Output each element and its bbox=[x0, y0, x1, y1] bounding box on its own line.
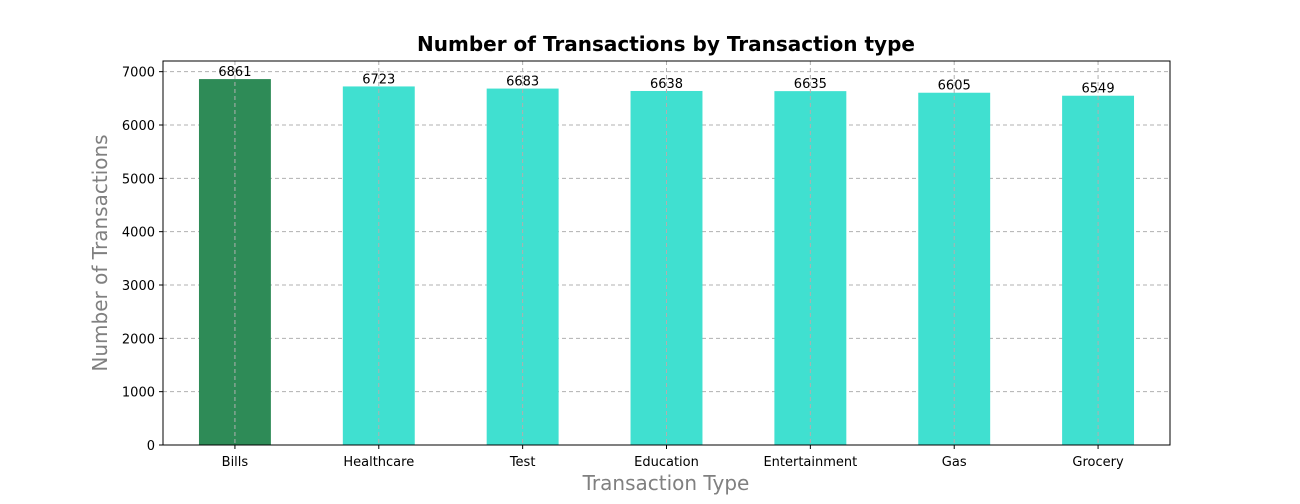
bar-value-label: 6683 bbox=[506, 75, 539, 90]
bar-value-label: 6861 bbox=[218, 65, 251, 80]
y-axis-label: Number of Transactions bbox=[88, 134, 112, 371]
y-tick-label: 6000 bbox=[122, 119, 155, 134]
bar-value-label: 6605 bbox=[938, 79, 971, 94]
y-tick-label: 5000 bbox=[122, 172, 155, 187]
bar-value-label: 6638 bbox=[650, 77, 683, 92]
x-axis-label: Transaction Type bbox=[582, 471, 750, 495]
chart-title: Number of Transactions by Transaction ty… bbox=[417, 32, 915, 56]
x-tick-label: Bills bbox=[222, 455, 249, 470]
bar-value-label: 6723 bbox=[362, 72, 395, 87]
x-tick-label: Education bbox=[634, 455, 699, 470]
x-tick-label: Healthcare bbox=[343, 455, 414, 470]
y-tick-label: 1000 bbox=[122, 386, 155, 401]
x-tick-label: Grocery bbox=[1072, 455, 1124, 470]
y-tick-label: 2000 bbox=[122, 332, 155, 347]
x-tick-label: Test bbox=[509, 455, 536, 470]
x-tick-label: Entertainment bbox=[763, 455, 857, 470]
bar-value-label: 6549 bbox=[1082, 82, 1115, 97]
data-labels-layer: 6861 6723 6683 6638 6635 6605 6549 bbox=[218, 65, 1114, 97]
y-axis-ticks: 0 1000 2000 3000 4000 5000 6000 7000 bbox=[122, 66, 163, 454]
vertical-grid-layer bbox=[234, 61, 1099, 445]
x-axis-ticks: Bills Healthcare Test Education Entertainmen… bbox=[222, 445, 1124, 470]
y-tick-label: 3000 bbox=[122, 279, 155, 294]
y-tick-label: 7000 bbox=[122, 66, 155, 81]
x-tick-label: Gas bbox=[942, 455, 967, 470]
y-tick-label: 0 bbox=[147, 439, 155, 454]
bar-value-label: 6635 bbox=[794, 77, 827, 92]
y-tick-label: 4000 bbox=[122, 226, 155, 241]
